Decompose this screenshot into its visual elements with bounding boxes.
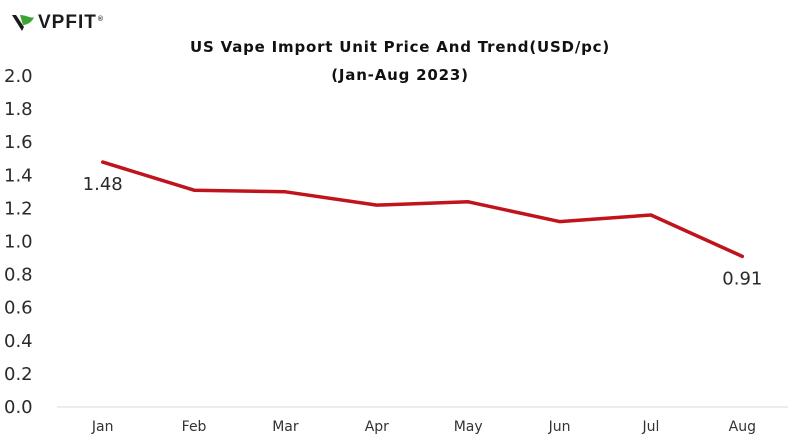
data-label: 0.91 bbox=[722, 268, 762, 289]
data-point bbox=[375, 203, 379, 207]
x-axis: Jan Feb Mar Apr May Jun Jul Aug bbox=[91, 419, 756, 435]
series-line bbox=[100, 160, 745, 259]
x-tick-label: Feb bbox=[182, 419, 207, 435]
y-tick-label: 0.0 bbox=[4, 397, 33, 418]
data-points bbox=[101, 160, 744, 258]
y-tick-label: 0.6 bbox=[4, 298, 33, 319]
data-point bbox=[192, 188, 196, 192]
y-tick-label: 1.6 bbox=[4, 132, 33, 153]
data-point bbox=[466, 200, 470, 204]
y-tick-label: 2.0 bbox=[4, 66, 33, 87]
data-point bbox=[101, 160, 105, 164]
y-tick-label: 1.4 bbox=[4, 165, 33, 186]
brand-logo: VPFIT® bbox=[10, 12, 104, 34]
y-axis: 0.0 0.2 0.4 0.6 0.8 1.0 1.2 1.4 1.6 1.8 2.0 bbox=[4, 66, 33, 418]
x-tick-label: May bbox=[454, 419, 483, 435]
y-tick-label: 0.4 bbox=[4, 331, 33, 352]
data-labels: 1.48 0.91 bbox=[83, 174, 763, 289]
data-label: 1.48 bbox=[83, 174, 123, 195]
chart-subtitle: (Jan-Aug 2023) bbox=[331, 66, 469, 84]
x-tick-label: Jun bbox=[548, 419, 571, 435]
x-tick-label: Mar bbox=[272, 419, 299, 435]
data-point bbox=[649, 213, 653, 217]
leaf-logo-icon bbox=[12, 15, 34, 31]
y-tick-label: 0.8 bbox=[4, 265, 33, 286]
data-point bbox=[740, 254, 744, 258]
y-tick-label: 0.2 bbox=[4, 364, 33, 385]
logo-text: VPFIT® bbox=[38, 12, 105, 33]
x-tick-label: Jan bbox=[91, 419, 114, 435]
y-tick-label: 1.8 bbox=[4, 99, 33, 120]
y-tick-label: 1.2 bbox=[4, 198, 33, 219]
data-point bbox=[283, 190, 287, 194]
x-tick-label: Apr bbox=[365, 419, 389, 435]
x-tick-label: Jul bbox=[641, 419, 659, 435]
y-tick-label: 1.0 bbox=[4, 232, 33, 253]
chart-title: US Vape Import Unit Price And Trend(USD/… bbox=[190, 38, 610, 56]
data-point bbox=[558, 220, 562, 224]
x-tick-label: Aug bbox=[729, 419, 756, 435]
